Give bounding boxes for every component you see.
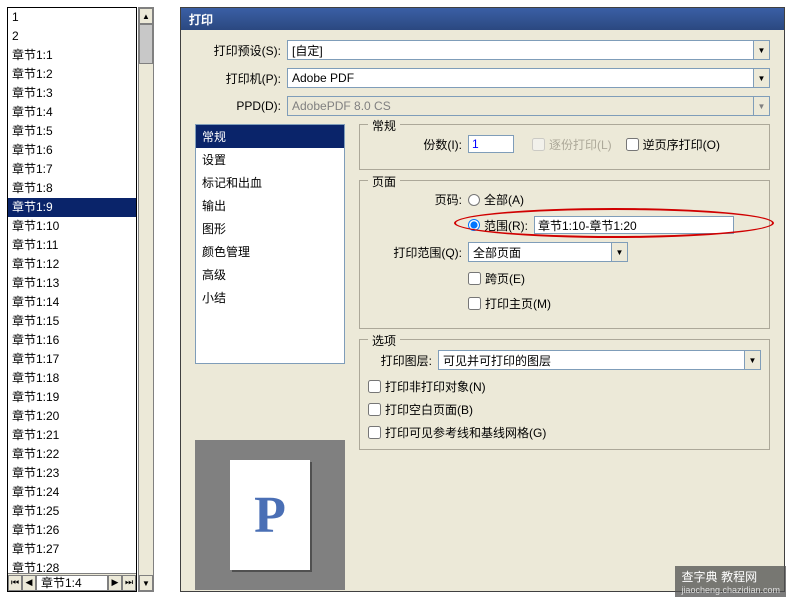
chapter-item[interactable]: 章节1:10 [8, 217, 136, 236]
ppd-dropdown: AdobePDF 8.0 CS ▼ [287, 96, 770, 116]
chapter-item[interactable]: 章节1:3 [8, 84, 136, 103]
copies-input[interactable] [468, 135, 514, 153]
chapter-item[interactable]: 章节1:12 [8, 255, 136, 274]
category-item[interactable]: 标记和出血 [196, 171, 344, 194]
footer-label: 章节1:4 [36, 575, 108, 591]
scope-value: 全部页面 [473, 244, 521, 261]
preset-value: [自定] [292, 42, 323, 59]
chapter-item[interactable]: 章节1:14 [8, 293, 136, 312]
chapter-item[interactable]: 章节1:11 [8, 236, 136, 255]
chapter-item[interactable]: 章节1:1 [8, 46, 136, 65]
chapter-item[interactable]: 章节1:16 [8, 331, 136, 350]
master-checkbox[interactable]: 打印主页(M) [468, 295, 551, 312]
reverse-checkbox[interactable]: 逆页序打印(O) [626, 136, 720, 153]
chapter-item[interactable]: 章节1:27 [8, 540, 136, 559]
options-legend: 选项 [368, 332, 400, 349]
dialog-title: 打印 [181, 8, 784, 30]
page-label: 页码: [368, 191, 468, 208]
preview-page: P [230, 460, 310, 570]
ppd-value: AdobePDF 8.0 CS [292, 99, 391, 113]
chapter-item[interactable]: 章节1:25 [8, 502, 136, 521]
print-dialog: 打印 打印预设(S): [自定] ▼ 打印机(P): Adobe PDF ▼ P… [180, 7, 785, 592]
nav-last[interactable]: ⏭ [122, 575, 136, 591]
preview-glyph: P [254, 486, 286, 545]
chapter-list[interactable]: 12章节1:1章节1:2章节1:3章节1:4章节1:5章节1:6章节1:7章节1… [8, 8, 136, 573]
chevron-down-icon: ▼ [753, 69, 769, 87]
chapter-item[interactable]: 章节1:5 [8, 122, 136, 141]
chevron-down-icon: ▼ [744, 351, 760, 369]
chapter-item[interactable]: 章节1:24 [8, 483, 136, 502]
category-item[interactable]: 高级 [196, 263, 344, 286]
chapter-item[interactable]: 章节1:8 [8, 179, 136, 198]
nav-prev[interactable]: ◀ [22, 575, 36, 591]
chapter-item[interactable]: 章节1:20 [8, 407, 136, 426]
category-item[interactable]: 颜色管理 [196, 240, 344, 263]
chapter-item[interactable]: 章节1:13 [8, 274, 136, 293]
collate-checkbox: 逐份打印(L) [532, 136, 612, 153]
chapter-item[interactable]: 章节1:18 [8, 369, 136, 388]
guides-checkbox[interactable]: 打印可见参考线和基线网格(G) [368, 424, 747, 441]
chapter-item[interactable]: 章节1:26 [8, 521, 136, 540]
scroll-up[interactable]: ▲ [139, 8, 153, 24]
scope-label: 打印范围(Q): [368, 244, 468, 261]
scroll-thumb[interactable] [139, 24, 153, 64]
preset-label: 打印预设(S): [195, 42, 287, 59]
chapter-item[interactable]: 章节1:7 [8, 160, 136, 179]
chapter-item[interactable]: 2 [8, 27, 136, 46]
pages-legend: 页面 [368, 173, 400, 190]
category-list[interactable]: 常规设置标记和出血输出图形颜色管理高级小结 [195, 124, 345, 364]
scope-dropdown[interactable]: 全部页面 ▼ [468, 242, 628, 262]
chevron-down-icon: ▼ [753, 41, 769, 59]
chapter-item[interactable]: 章节1:22 [8, 445, 136, 464]
all-radio[interactable]: 全部(A) [468, 191, 524, 208]
watermark: 查字典 教程网 jiaocheng.chazidian.com [675, 566, 786, 597]
preset-dropdown[interactable]: [自定] ▼ [287, 40, 770, 60]
preview-pane: P [195, 440, 345, 590]
chapter-item[interactable]: 章节1:17 [8, 350, 136, 369]
chapter-item[interactable]: 章节1:19 [8, 388, 136, 407]
pages-fieldset: 页面 页码: 全部(A) 范围(R): 打印范围(Q): [359, 180, 770, 329]
general-fieldset: 常规 份数(I): 逐份打印(L) 逆页序打印(O) [359, 124, 770, 170]
nonprint-checkbox[interactable]: 打印非打印对象(N) [368, 378, 747, 395]
category-item[interactable]: 常规 [196, 125, 344, 148]
chapter-item[interactable]: 章节1:15 [8, 312, 136, 331]
scroll-down[interactable]: ▼ [139, 575, 153, 591]
copies-label: 份数(I): [368, 136, 468, 153]
category-item[interactable]: 小结 [196, 286, 344, 309]
chevron-down-icon: ▼ [753, 97, 769, 115]
category-item[interactable]: 设置 [196, 148, 344, 171]
chapter-item[interactable]: 章节1:9 [8, 198, 136, 217]
chapter-scrollbar[interactable]: ▲ ▼ [138, 7, 154, 592]
layer-value: 可见并可打印的图层 [443, 352, 551, 369]
chapter-footer: ⏮ ◀ 章节1:4 ▶ ⏭ [8, 573, 136, 591]
general-legend: 常规 [368, 117, 400, 134]
layer-label: 打印图层: [368, 352, 438, 369]
range-input[interactable] [534, 216, 734, 234]
printer-label: 打印机(P): [195, 70, 287, 87]
chevron-down-icon: ▼ [611, 243, 627, 261]
chapter-item[interactable]: 1 [8, 8, 136, 27]
chapter-item[interactable]: 章节1:23 [8, 464, 136, 483]
spread-checkbox[interactable]: 跨页(E) [468, 270, 525, 287]
printer-dropdown[interactable]: Adobe PDF ▼ [287, 68, 770, 88]
chapter-item[interactable]: 章节1:2 [8, 65, 136, 84]
ppd-label: PPD(D): [195, 99, 287, 113]
layer-dropdown[interactable]: 可见并可打印的图层 ▼ [438, 350, 761, 370]
chapter-item[interactable]: 章节1:21 [8, 426, 136, 445]
chapter-item[interactable]: 章节1:6 [8, 141, 136, 160]
range-radio[interactable]: 范围(R): [468, 217, 528, 234]
chapter-panel: 12章节1:1章节1:2章节1:3章节1:4章节1:5章节1:6章节1:7章节1… [7, 7, 137, 592]
category-item[interactable]: 输出 [196, 194, 344, 217]
printer-value: Adobe PDF [292, 71, 354, 85]
nav-first[interactable]: ⏮ [8, 575, 22, 591]
blank-checkbox[interactable]: 打印空白页面(B) [368, 401, 747, 418]
chapter-item[interactable]: 章节1:28 [8, 559, 136, 573]
category-item[interactable]: 图形 [196, 217, 344, 240]
options-fieldset: 选项 打印图层: 可见并可打印的图层 ▼ 打印非打印对象(N) 打印空白页面(B… [359, 339, 770, 450]
nav-next[interactable]: ▶ [108, 575, 122, 591]
chapter-item[interactable]: 章节1:4 [8, 103, 136, 122]
